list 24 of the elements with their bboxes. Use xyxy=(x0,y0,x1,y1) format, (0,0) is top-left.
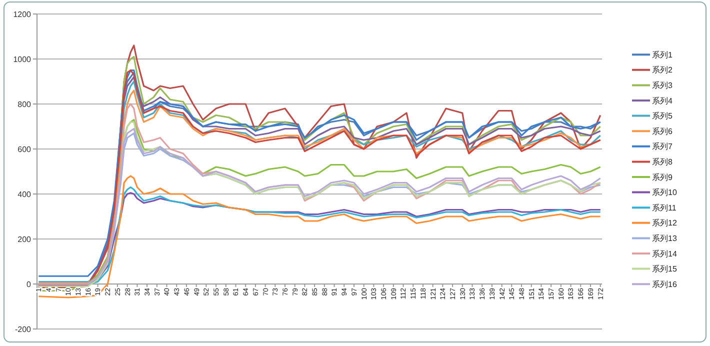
legend-label: 系列6 xyxy=(652,126,673,136)
y-tick-label: 600 xyxy=(18,144,32,154)
y-tick-label: 400 xyxy=(18,190,32,199)
y-tick-label: 800 xyxy=(18,100,32,109)
y-tick-label: 200 xyxy=(18,234,32,244)
legend-label: 系列10 xyxy=(652,188,678,198)
legend-label: 系列5 xyxy=(652,112,673,121)
legend-label: 系列9 xyxy=(652,172,673,182)
legend-label: 系列13 xyxy=(652,234,678,243)
legend-label: 系列11 xyxy=(652,203,677,212)
legend-label: 系列8 xyxy=(652,158,673,166)
legend-label: 系列2 xyxy=(652,66,673,75)
legend-label: 系列16 xyxy=(652,280,678,289)
legend-label: 系列7 xyxy=(652,142,673,152)
y-tick-label: 0 xyxy=(26,280,32,289)
legend-label: 系列12 xyxy=(652,218,678,228)
legend-label: 系列14 xyxy=(652,249,678,258)
y-tick-label: 1000 xyxy=(13,54,32,64)
legend-label: 系列4 xyxy=(652,96,673,106)
legend-label: 系列1 xyxy=(652,50,673,60)
legend-label: 系列15 xyxy=(652,264,678,274)
y-tick-label: -200 xyxy=(14,324,32,334)
legend-label: 系列3 xyxy=(652,81,673,90)
y-tick-label: 1200 xyxy=(13,10,32,19)
